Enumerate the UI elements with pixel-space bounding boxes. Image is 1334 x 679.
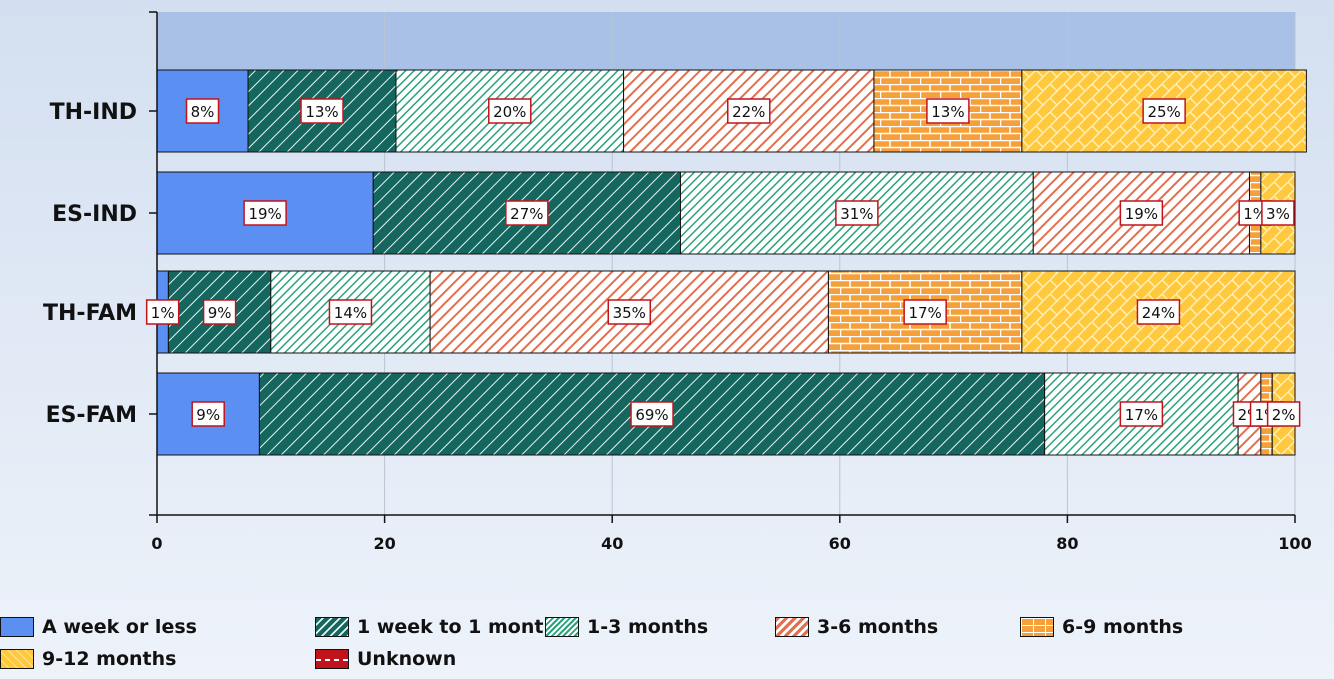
legend-label: Unknown bbox=[357, 648, 457, 670]
data-label-box bbox=[505, 200, 549, 226]
data-label-box bbox=[145, 299, 180, 325]
data-label: 27% bbox=[510, 205, 543, 223]
x-tick-label: 40 bbox=[601, 534, 623, 553]
legend: A week or less 1 week to 1 month 1-3 month… bbox=[0, 616, 1334, 676]
category-label: ES-FAM bbox=[46, 403, 137, 428]
legend-label: A week or less bbox=[42, 616, 197, 638]
x-tick-label: 80 bbox=[1056, 534, 1078, 553]
legend-swatch bbox=[315, 617, 349, 637]
data-label: 35% bbox=[613, 304, 646, 322]
legend-item: A week or less bbox=[0, 616, 197, 638]
bar-segment bbox=[156, 69, 249, 153]
legend-label: 9-12 months bbox=[42, 648, 177, 670]
legend-swatch bbox=[0, 617, 34, 637]
data-label-box bbox=[488, 98, 532, 124]
data-label: 24% bbox=[1142, 304, 1175, 322]
data-label: 69% bbox=[635, 406, 668, 424]
legend-swatch bbox=[1020, 617, 1054, 637]
data-label: 25% bbox=[1147, 103, 1180, 121]
legend-item: 3-6 months bbox=[775, 616, 938, 638]
x-tick-label: 60 bbox=[829, 534, 851, 553]
bar-group bbox=[156, 69, 1307, 456]
data-label-box bbox=[1142, 98, 1186, 124]
legend-label: 1 week to 1 month bbox=[357, 616, 557, 638]
plot-band-top bbox=[157, 12, 1295, 70]
data-label: 22% bbox=[732, 103, 765, 121]
category-label: ES-IND bbox=[52, 202, 137, 227]
legend-item: Unknown bbox=[315, 648, 456, 670]
data-label-box bbox=[243, 200, 287, 226]
data-label-box bbox=[1136, 299, 1181, 325]
data-label: 14% bbox=[334, 304, 367, 322]
legend-label: 1-3 months bbox=[587, 616, 709, 638]
data-label: 1% bbox=[1243, 205, 1267, 223]
legend-item: 6-9 months bbox=[1020, 616, 1183, 638]
data-label: 17% bbox=[908, 304, 941, 322]
legend-label: 3-6 months bbox=[817, 616, 939, 638]
data-label-box bbox=[185, 98, 220, 124]
data-label: 20% bbox=[493, 103, 526, 121]
data-label-box bbox=[191, 401, 225, 427]
data-label: 8% bbox=[191, 103, 215, 121]
legend-item: 9-12 months bbox=[0, 648, 176, 670]
legend-swatch bbox=[545, 617, 579, 637]
data-label-box bbox=[1261, 200, 1295, 226]
data-label-box bbox=[1119, 401, 1164, 427]
stacked-bar-chart: TH-IND ES-IND TH-FAM ES-FAM 0 20 40 60 80 100 8% 1… bbox=[43, 11, 1312, 553]
x-tick-label: 20 bbox=[373, 534, 395, 553]
data-label-box bbox=[727, 98, 771, 124]
data-label-box bbox=[328, 299, 373, 325]
data-label: 31% bbox=[840, 205, 873, 223]
category-label: TH-IND bbox=[50, 100, 137, 125]
category-label: TH-FAM bbox=[43, 301, 137, 326]
legend-swatch bbox=[775, 617, 809, 637]
data-label-box bbox=[300, 98, 344, 124]
data-label: 13% bbox=[305, 103, 338, 121]
data-label: 19% bbox=[1125, 205, 1158, 223]
legend-label: 6-9 months bbox=[1062, 616, 1184, 638]
data-label: 1% bbox=[151, 304, 175, 322]
data-label: 3% bbox=[1266, 205, 1290, 223]
data-label-box bbox=[202, 299, 237, 325]
axes: TH-IND ES-IND TH-FAM ES-FAM 0 20 40 60 80 100 bbox=[43, 11, 1312, 553]
x-tick-label: 0 bbox=[151, 534, 162, 553]
data-label-box bbox=[607, 299, 652, 325]
legend-item: 1-3 months bbox=[545, 616, 708, 638]
data-labels: 8% 13% 20% 22% 13% 25%19% 27% 31% 19% 1%3%1% 9% 14%… bbox=[145, 98, 1301, 427]
legend-swatch bbox=[0, 649, 34, 669]
legend-item: 1 week to 1 month bbox=[315, 616, 557, 638]
data-label-box bbox=[1119, 200, 1164, 226]
data-label-box bbox=[835, 200, 879, 226]
legend-swatch bbox=[315, 649, 349, 669]
data-label: 13% bbox=[931, 103, 964, 121]
data-label: 9% bbox=[208, 304, 232, 322]
data-label: 19% bbox=[248, 205, 281, 223]
data-label: 9% bbox=[196, 406, 220, 424]
data-label-box bbox=[926, 98, 970, 124]
data-label: 17% bbox=[1125, 406, 1158, 424]
data-label-box bbox=[903, 299, 947, 325]
data-label-box bbox=[1266, 401, 1301, 427]
x-tick-label: 100 bbox=[1278, 534, 1311, 553]
data-label-box bbox=[630, 401, 674, 427]
data-label: 2% bbox=[1272, 406, 1296, 424]
